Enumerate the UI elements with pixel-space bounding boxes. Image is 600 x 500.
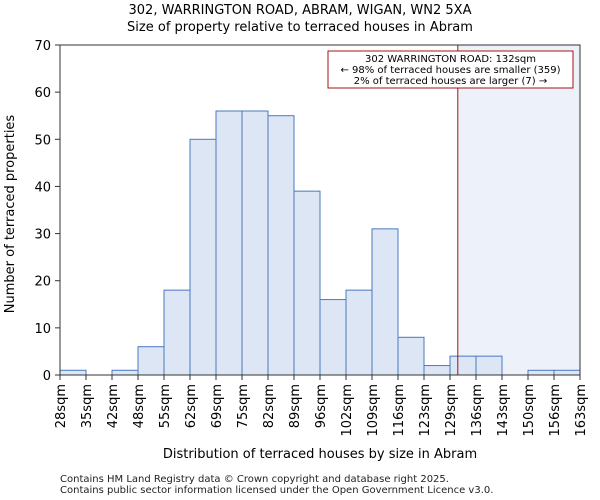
- x-tick-label: 28sqm: [54, 384, 69, 428]
- bars: [59, 110, 581, 376]
- y-tick-label: 10: [34, 322, 51, 337]
- x-tick-label: 150sqm: [522, 384, 537, 437]
- x-tick-label: 48sqm: [132, 384, 147, 428]
- annotation-frame: [327, 50, 574, 89]
- annotation-box: 302 WARRINGTON ROAD: 132sqm ← 98% of ter…: [327, 50, 574, 89]
- x-tick-label: 96sqm: [314, 384, 329, 428]
- highlight-area: [457, 45, 580, 375]
- annotation-line-1: 302 WARRINGTON ROAD: 132sqm: [365, 54, 536, 65]
- x-tick-label: 35sqm: [80, 384, 95, 428]
- bar-109sqm: [371, 228, 399, 376]
- x-tick-label: 69sqm: [210, 384, 225, 428]
- y-tick-label: 0: [43, 369, 51, 384]
- highlight-region: [457, 45, 580, 375]
- bar-102sqm: [345, 289, 373, 376]
- x-axis: 28sqm 35sqm 42sqm 48sqm 55sqm 62sqm 69sqm 75sqm…: [54, 375, 589, 437]
- x-tick-label: 75sqm: [236, 384, 251, 428]
- x-tick-label: 116sqm: [392, 384, 407, 437]
- bar-69sqm: [215, 110, 243, 376]
- bar-150sqm: [527, 369, 555, 376]
- bar-28sqm: [59, 369, 87, 376]
- y-tick-label: 70: [34, 39, 51, 54]
- x-tick-label: 55sqm: [158, 384, 173, 428]
- bar-48sqm: [137, 346, 165, 376]
- y-tick-label: 60: [34, 86, 51, 101]
- y-tick-label: 50: [34, 133, 51, 148]
- bar-123sqm: [423, 365, 451, 376]
- title-line-1: 302, WARRINGTON ROAD, ABRAM, WIGAN, WN2 …: [128, 3, 472, 18]
- y-axis: 0 10 20 30 40 50 60 70: [34, 39, 60, 384]
- y-tick-label: 30: [34, 228, 51, 243]
- bar-129sqm: [449, 355, 477, 376]
- y-tick-label: 20: [34, 275, 51, 290]
- x-tick-label: 123sqm: [418, 384, 433, 437]
- x-tick-label: 129sqm: [444, 384, 459, 437]
- x-tick-label: 62sqm: [184, 384, 199, 428]
- bar-156sqm: [553, 369, 581, 376]
- annotation-line-3: 2% of terraced houses are larger (7) →: [354, 76, 548, 87]
- x-tick-label: 163sqm: [574, 384, 589, 437]
- y-tick-label: 40: [34, 180, 51, 195]
- title-line-2: Size of property relative to terraced ho…: [127, 20, 473, 35]
- x-tick-label: 156sqm: [548, 384, 563, 437]
- x-tick-label: 143sqm: [496, 384, 511, 437]
- bar-42sqm: [111, 369, 139, 376]
- annotation-line-2: ← 98% of terraced houses are smaller (35…: [340, 65, 560, 76]
- bar-96sqm: [319, 299, 347, 376]
- bar-55sqm: [163, 289, 191, 376]
- bar-82sqm: [267, 115, 295, 376]
- x-tick-label: 109sqm: [366, 384, 381, 437]
- footer-line-2: Contains public sector information licen…: [60, 485, 494, 496]
- bar-116sqm: [397, 336, 425, 376]
- x-axis-label: Distribution of terraced houses by size …: [163, 447, 477, 462]
- chart-title: 302, WARRINGTON ROAD, ABRAM, WIGAN, WN2 …: [0, 2, 600, 36]
- x-tick-label: 82sqm: [262, 384, 277, 428]
- bar-62sqm: [189, 138, 217, 376]
- bar-75sqm: [241, 110, 269, 376]
- bar-136sqm: [475, 355, 503, 376]
- bar-89sqm: [293, 190, 321, 376]
- y-axis-label: Number of terraced properties: [3, 115, 18, 314]
- x-tick-label: 136sqm: [470, 384, 485, 437]
- footer-line-1: Contains HM Land Registry data © Crown c…: [60, 474, 449, 485]
- x-tick-label: 42sqm: [106, 384, 121, 428]
- x-tick-label: 89sqm: [288, 384, 303, 428]
- x-tick-label: 102sqm: [340, 384, 355, 437]
